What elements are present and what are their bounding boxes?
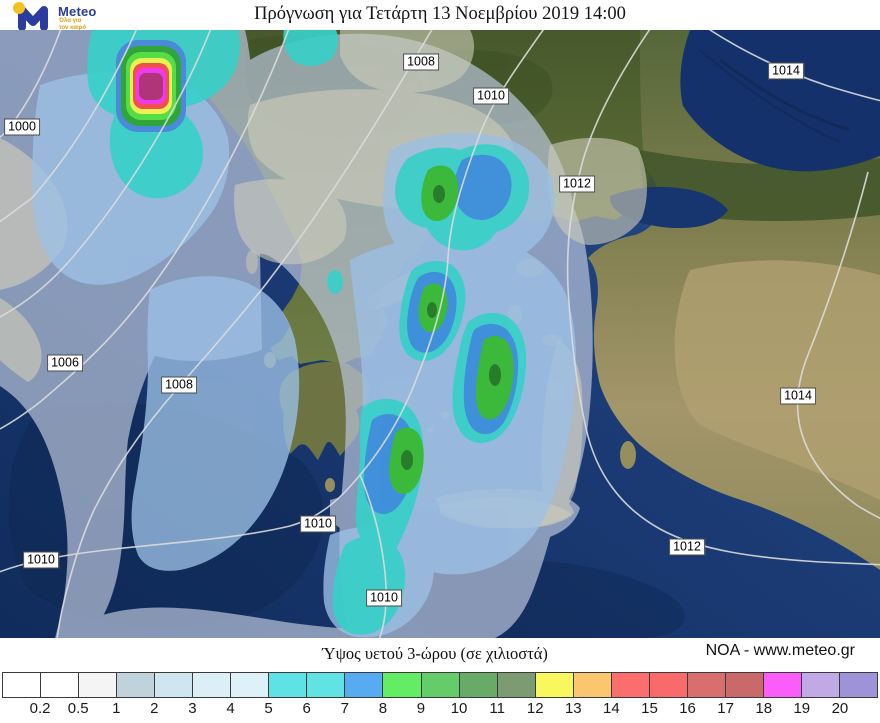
meteo-logo: Meteo Όλα για τον καιρό: [6, 1, 126, 31]
scale-cell: [763, 673, 802, 697]
scale-value: 4: [226, 700, 235, 717]
scale-value: 8: [378, 700, 388, 717]
scale-value: 5: [264, 700, 273, 717]
map-canvas: [0, 30, 880, 638]
scale-cell: [193, 673, 232, 697]
isobar-label: 1010: [366, 589, 402, 607]
isobar-label: 1014: [780, 387, 816, 405]
scale-value: 19: [793, 700, 811, 717]
scale-cell: [649, 673, 688, 697]
isobar-label: 1008: [403, 53, 439, 71]
header-bar: Meteo Όλα για τον καιρό Πρόγνωση για Τετ…: [0, 0, 880, 31]
scale-cell: [725, 673, 764, 697]
isobar-label: 1008: [161, 376, 197, 394]
attribution-text: NOA - www.meteo.gr: [705, 642, 855, 659]
scale-cell: [117, 673, 156, 697]
scale-value: 10: [450, 700, 468, 717]
scale-cell: [573, 673, 612, 697]
logo-tagline-line2: τον καιρό: [59, 25, 87, 31]
scale-value: 18: [755, 700, 773, 717]
scale-cell: [535, 673, 574, 697]
scale-value: 3: [188, 700, 197, 717]
scale-value: 1: [112, 700, 121, 717]
scale-value: 11: [489, 700, 505, 717]
scale-cell: [801, 673, 841, 697]
scale-value: 7: [340, 700, 349, 717]
scale-cell: [231, 673, 270, 697]
logo-sun-dot-icon: [13, 2, 25, 14]
scale-value: 0.5: [67, 700, 89, 717]
scale-cell: [687, 673, 726, 697]
scale-value: 15: [641, 700, 658, 717]
storm-cell-intense: [116, 40, 186, 132]
scale-value: 20: [831, 700, 849, 717]
isobar-label: 1010: [473, 87, 509, 105]
scale-cell: [269, 673, 308, 697]
logo-brand-text: Meteo: [58, 4, 97, 19]
isobar-label: 1006: [47, 354, 83, 372]
scale-cell: [41, 673, 80, 697]
scale-value: 12: [526, 700, 544, 717]
scale-value: 14: [603, 700, 620, 717]
turkey-anatolia-tan: [674, 260, 880, 500]
scale-value: 13: [564, 700, 582, 717]
scale-value: 0.2: [29, 700, 51, 717]
scale-value: 6: [302, 700, 311, 717]
scale-cell: [307, 673, 346, 697]
precip-green-cores: [389, 165, 514, 494]
color-scale-bar: [2, 672, 878, 698]
legend-title: Ύψος υετού 3-ώρου (σε χιλιοστά): [322, 644, 548, 663]
scale-cell: [3, 673, 42, 697]
legend-panel: Ύψος υετού 3-ώρου (σε χιλιοστά) NOA - ww…: [0, 638, 880, 723]
forecast-title: Πρόγνωση για Τετάρτη 13 Νοεμβρίου 2019 1…: [254, 4, 626, 24]
scale-cell: [155, 673, 194, 697]
scale-cell: [497, 673, 536, 697]
scale-cell: [840, 673, 878, 697]
scale-value: 9: [416, 700, 426, 717]
isobar-label: 1012: [559, 175, 595, 193]
scale-cell: [345, 673, 384, 697]
scale-cell: [611, 673, 650, 697]
scale-cell: [459, 673, 498, 697]
isobar-label: 1014: [768, 62, 804, 80]
scale-cell: [383, 673, 422, 697]
color-scale-values: 0.2 0.5 1 2 3 4 5 6 7 8 9 10 11 12 13 14 15 16 17 18 19 20: [2, 700, 878, 720]
scale-value: 17: [717, 700, 734, 717]
meteo-logo-icon: [13, 2, 48, 31]
logo-m-glyph: [18, 6, 48, 31]
isobar-label: 1000: [4, 118, 40, 136]
isobar-label: 1010: [23, 551, 59, 569]
scale-value: 2: [150, 700, 159, 717]
logo-tagline-line1: Όλα για: [59, 18, 82, 24]
isobar-label: 1010: [300, 515, 336, 533]
scale-value: 16: [679, 700, 696, 717]
forecast-map: 1000 1006 1008 1008 1010 1010 1010 1010 1012 1012…: [0, 30, 880, 638]
isobar-label: 1012: [669, 538, 705, 556]
scale-cell: [79, 673, 118, 697]
scale-cell: [421, 673, 460, 697]
